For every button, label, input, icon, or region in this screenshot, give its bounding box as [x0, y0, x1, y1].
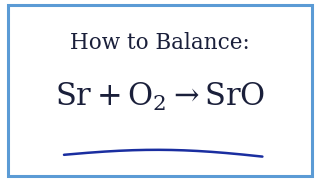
FancyBboxPatch shape	[8, 4, 312, 176]
Text: How to Balance:: How to Balance:	[70, 32, 250, 54]
Text: $\rm{Sr + O_2 \rightarrow SrO}$: $\rm{Sr + O_2 \rightarrow SrO}$	[55, 81, 265, 113]
